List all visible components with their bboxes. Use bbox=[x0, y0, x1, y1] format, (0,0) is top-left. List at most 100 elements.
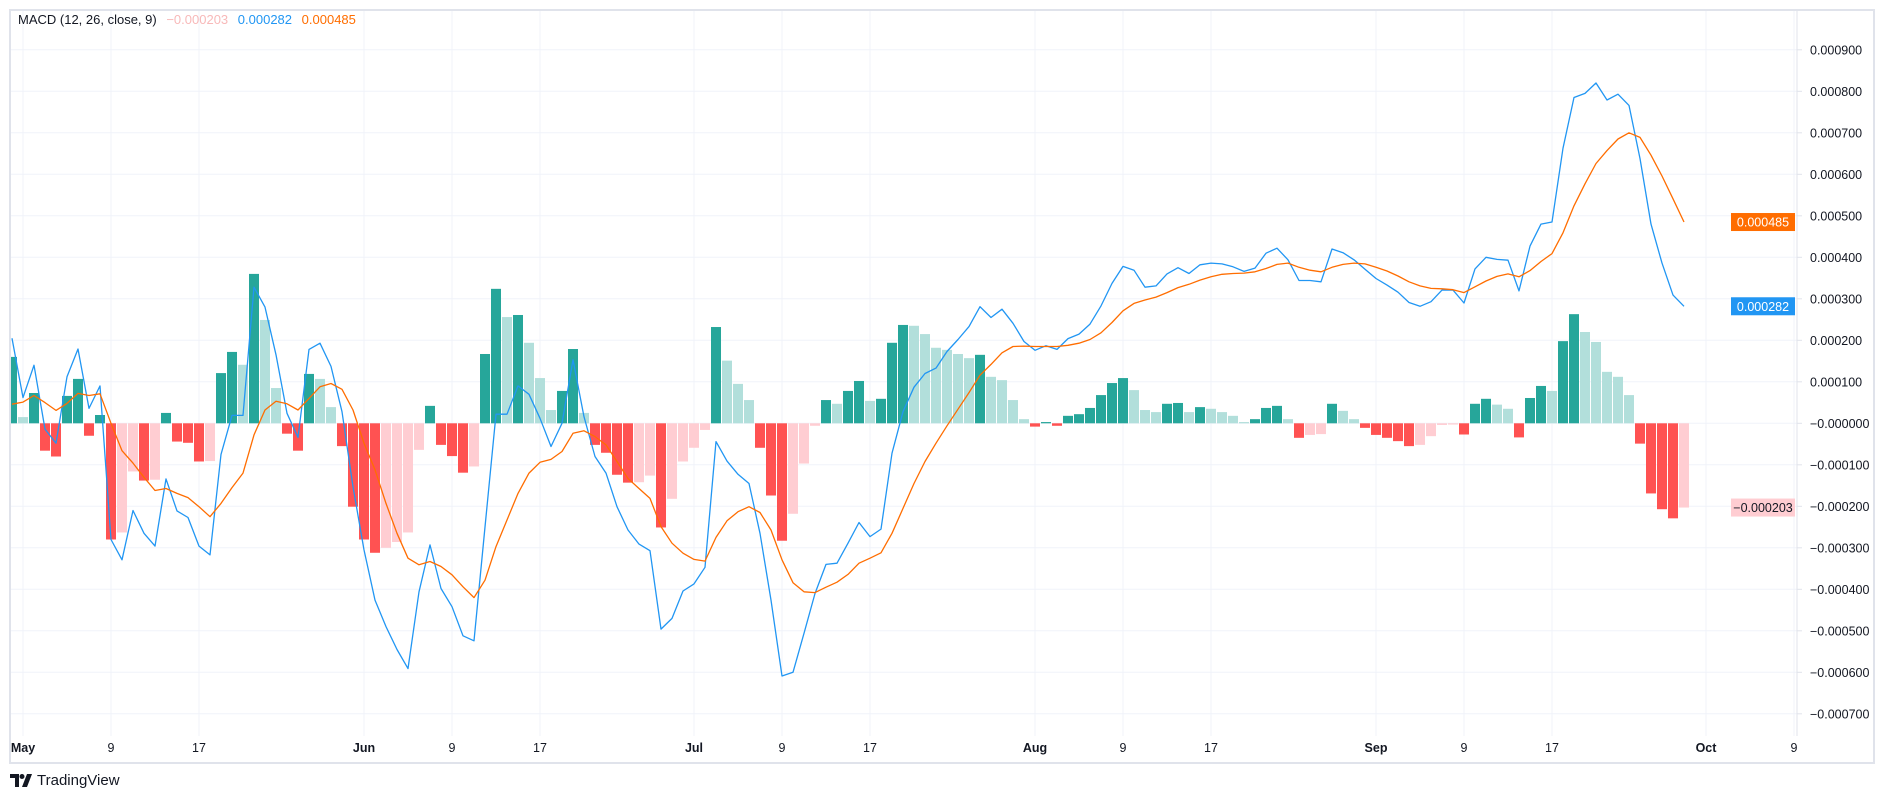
histogram-bar bbox=[337, 423, 347, 447]
histogram-bar bbox=[11, 356, 17, 424]
histogram-bar bbox=[381, 423, 391, 548]
histogram-bar bbox=[1558, 341, 1568, 424]
histogram-bar bbox=[1602, 371, 1612, 424]
histogram-bar bbox=[777, 423, 787, 541]
histogram-bar bbox=[612, 423, 622, 475]
histogram-bar bbox=[1514, 423, 1524, 438]
histogram-bar bbox=[469, 423, 479, 467]
time-tick-label: 9 bbox=[1120, 741, 1127, 755]
time-tick-label: 9 bbox=[449, 741, 456, 755]
histogram-bar bbox=[1151, 412, 1161, 424]
price-tick-label: −0.000400 bbox=[1810, 583, 1869, 597]
signal-value: 0.000485 bbox=[301, 12, 356, 27]
histogram-bar bbox=[1107, 383, 1117, 424]
price-tick-label: 0.000200 bbox=[1810, 334, 1862, 348]
histogram-bar bbox=[788, 423, 798, 514]
histogram-bar bbox=[161, 412, 171, 424]
histogram-price-badge bbox=[1731, 498, 1795, 517]
macd-price-badge-label: 0.000282 bbox=[1737, 300, 1789, 314]
histogram-bar bbox=[216, 373, 226, 424]
time-tick-label: 17 bbox=[1545, 741, 1559, 755]
histogram-bar bbox=[117, 423, 127, 533]
histogram-bar bbox=[1360, 423, 1370, 428]
histogram-bar bbox=[1063, 415, 1073, 424]
histogram-bar bbox=[282, 423, 292, 434]
histogram-bar bbox=[1492, 404, 1502, 424]
histogram-bar bbox=[513, 314, 523, 424]
histogram-bar bbox=[348, 423, 358, 507]
histogram-bar bbox=[1503, 408, 1513, 424]
histogram-bar bbox=[568, 349, 578, 424]
histogram-bar bbox=[1173, 402, 1183, 424]
histogram-bar bbox=[1525, 397, 1535, 424]
time-tick-label: 17 bbox=[1204, 741, 1218, 755]
histogram-bar bbox=[524, 342, 534, 424]
histogram-bar bbox=[645, 423, 655, 476]
price-tick-label: 0.000500 bbox=[1810, 209, 1862, 223]
time-tick-label: May bbox=[11, 741, 35, 755]
price-axis[interactable]: 0.000900 0.000800 0.000700 0.000600 0.000500… bbox=[1797, 43, 1869, 721]
time-tick-label: 17 bbox=[863, 741, 877, 755]
price-tick-label: 0.000300 bbox=[1810, 292, 1862, 306]
histogram-bar bbox=[821, 400, 831, 424]
histogram-bar bbox=[40, 423, 50, 451]
price-tick-label: −0.000600 bbox=[1810, 666, 1869, 680]
line-series bbox=[11, 82, 1685, 677]
histogram-bar bbox=[1305, 423, 1315, 435]
histogram-bar bbox=[931, 347, 941, 424]
macd-value: 0.000282 bbox=[237, 12, 293, 27]
indicator-legend[interactable]: MACD (12, 26, close, 9) −0.000203 0.0002… bbox=[18, 12, 362, 27]
histogram-bar bbox=[986, 376, 996, 424]
histogram-bar bbox=[722, 360, 732, 424]
histogram-bar bbox=[205, 423, 215, 462]
price-tick-label: −0.000300 bbox=[1810, 541, 1869, 555]
price-tick-label: −0.000000 bbox=[1810, 417, 1869, 431]
histogram-bar bbox=[546, 410, 556, 424]
histogram-bar bbox=[425, 405, 435, 424]
histogram-bar bbox=[1459, 423, 1469, 435]
histogram-bar bbox=[1283, 419, 1293, 424]
histogram-bar bbox=[1228, 415, 1238, 424]
histogram-bar bbox=[1184, 412, 1194, 424]
time-axis[interactable]: May 9 17 Jun 9 17 Jul 9 17 Aug 9 17 Sep 9 17 Oct 9 bbox=[11, 741, 1798, 755]
histogram-bar bbox=[1591, 341, 1601, 424]
histogram-bar bbox=[480, 353, 490, 424]
histogram-bar bbox=[997, 380, 1007, 424]
histogram-bar bbox=[1294, 423, 1304, 438]
histogram-bar bbox=[832, 403, 842, 424]
indicator-title[interactable]: MACD (12, 26, close, 9) bbox=[18, 12, 157, 27]
histogram-bar bbox=[1624, 395, 1634, 424]
macd-line bbox=[11, 82, 1685, 677]
time-tick-label: 9 bbox=[779, 741, 786, 755]
histogram-bar bbox=[1448, 423, 1458, 425]
histogram-bar bbox=[1536, 385, 1546, 424]
histogram-bar bbox=[689, 423, 699, 448]
signal-line bbox=[11, 132, 1685, 599]
time-tick-label: Jul bbox=[685, 741, 703, 755]
tradingview-brand[interactable]: TradingView bbox=[10, 772, 120, 789]
histogram-bar bbox=[1250, 419, 1260, 424]
histogram-bar bbox=[249, 273, 259, 424]
histogram-bar bbox=[854, 380, 864, 424]
histogram-bar bbox=[128, 423, 138, 472]
histogram-bar bbox=[1327, 403, 1337, 424]
tradingview-logo-icon bbox=[10, 774, 32, 787]
histogram-bar bbox=[1261, 407, 1271, 424]
time-tick-label: Sep bbox=[1365, 741, 1388, 755]
price-tick-label: −0.000200 bbox=[1810, 500, 1869, 514]
histogram-bar bbox=[150, 423, 160, 480]
histogram-bar bbox=[1470, 403, 1480, 424]
price-tick-label: 0.000100 bbox=[1810, 375, 1862, 389]
histogram-bar bbox=[953, 353, 963, 424]
histogram-bar bbox=[172, 423, 182, 442]
time-tick-label: Oct bbox=[1696, 741, 1718, 755]
histogram-bar bbox=[491, 288, 501, 424]
histogram-bar bbox=[1338, 410, 1348, 424]
histogram-bar bbox=[1635, 423, 1645, 444]
histogram-bar bbox=[370, 423, 380, 553]
histogram-bar bbox=[898, 324, 908, 424]
histogram-bar bbox=[656, 423, 666, 528]
histogram-bar bbox=[1382, 423, 1392, 438]
histogram-bar bbox=[1393, 423, 1403, 442]
